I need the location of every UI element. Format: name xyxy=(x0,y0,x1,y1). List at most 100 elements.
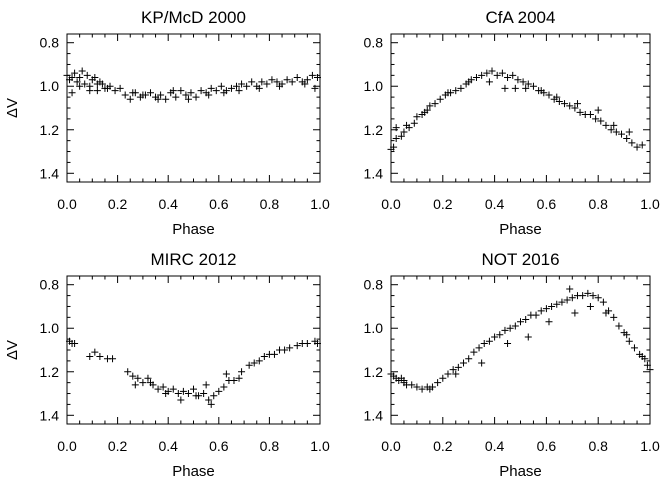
data-point xyxy=(400,376,408,384)
data-point xyxy=(86,353,94,361)
data-point xyxy=(392,124,400,132)
data-point xyxy=(553,93,561,101)
x-tick-label: 0.8 xyxy=(260,196,280,212)
data-point xyxy=(478,71,486,79)
data-point xyxy=(413,383,421,391)
data-point xyxy=(187,89,195,97)
data-point xyxy=(93,87,101,95)
data-point xyxy=(594,294,602,302)
x-tick-label: 1.0 xyxy=(640,196,660,212)
data-point xyxy=(418,385,426,393)
data-point xyxy=(475,344,483,352)
data-point xyxy=(586,302,594,310)
y-tick-label: 1.2 xyxy=(364,122,384,138)
y-tick-label: 1.0 xyxy=(364,320,384,336)
data-point xyxy=(301,80,309,88)
data-point xyxy=(200,390,208,398)
data-point xyxy=(76,82,84,90)
data-point xyxy=(506,324,514,332)
data-point xyxy=(286,344,294,352)
data-point xyxy=(625,337,633,345)
x-tick-label: 1.0 xyxy=(310,438,330,454)
chart-title: CfA 2004 xyxy=(486,8,556,27)
x-tick-label: 0.4 xyxy=(485,438,505,454)
data-point xyxy=(162,95,170,103)
data-point xyxy=(303,76,311,84)
data-point xyxy=(293,342,301,350)
chart-title: KP/McD 2000 xyxy=(141,8,246,27)
data-point xyxy=(545,91,553,99)
data-point xyxy=(86,87,94,95)
data-point xyxy=(397,132,405,140)
data-point xyxy=(566,285,574,293)
data-point xyxy=(154,95,162,103)
data-point xyxy=(139,379,147,387)
data-point xyxy=(190,385,197,393)
data-point xyxy=(625,128,633,136)
data-point xyxy=(255,84,263,92)
x-tick-label: 0.8 xyxy=(588,438,608,454)
x-tick-label: 1.0 xyxy=(310,196,330,212)
data-point xyxy=(612,128,620,136)
x-tick-label: 0.0 xyxy=(381,438,401,454)
data-point xyxy=(493,71,501,79)
data-point xyxy=(615,322,623,330)
data-point xyxy=(519,78,527,86)
data-point xyxy=(511,322,519,330)
x-tick-label: 0.0 xyxy=(381,196,401,212)
data-point xyxy=(579,292,587,300)
data-point xyxy=(408,381,416,389)
chart-panel: MIRC 2012 0.0 0.2 0.4 0.6 0.8 1.0 0.8 1.0 1.2 1.4 P… xyxy=(4,250,330,480)
data-point xyxy=(255,357,263,365)
data-point xyxy=(250,359,258,367)
x-axis-label: Phase xyxy=(499,463,542,480)
data-point xyxy=(439,374,447,382)
chart-panel: CfA 2004 0.0 0.2 0.4 0.6 0.8 1.0 0.8 1.0 1.2 1.4 Ph… xyxy=(364,8,660,238)
data-point xyxy=(571,309,579,317)
data-point xyxy=(400,128,408,136)
x-tick-label: 0.0 xyxy=(57,196,77,212)
data-point xyxy=(78,67,86,75)
data-point xyxy=(210,392,218,400)
data-point xyxy=(501,326,509,334)
data-point xyxy=(273,78,281,86)
data-point xyxy=(491,333,499,341)
chart-title: NOT 2016 xyxy=(481,250,559,269)
data-point xyxy=(602,121,610,129)
data-point xyxy=(220,383,228,391)
data-point xyxy=(268,76,276,84)
plot-frame xyxy=(66,33,321,183)
data-point xyxy=(154,385,162,393)
y-tick-label: 1.4 xyxy=(364,407,384,423)
data-point xyxy=(157,91,165,99)
data-point xyxy=(134,374,142,382)
data-point xyxy=(607,126,615,134)
data-point xyxy=(260,353,268,361)
data-point xyxy=(220,89,228,97)
data-point xyxy=(212,87,220,95)
data-point xyxy=(177,396,185,404)
data-series xyxy=(387,67,646,153)
chart-panel: KP/McD 2000 0.0 0.2 0.4 0.6 0.8 1.0 0.8 1.0 1.2 1.… xyxy=(4,8,330,238)
y-tick-label: 1.4 xyxy=(40,165,60,181)
data-point xyxy=(545,318,553,326)
data-point xyxy=(169,87,177,95)
data-point xyxy=(465,78,473,86)
data-point xyxy=(248,78,256,86)
x-tick-label: 0.2 xyxy=(108,438,128,454)
y-tick-label: 1.2 xyxy=(40,364,60,380)
data-point xyxy=(63,71,71,79)
data-point xyxy=(618,130,626,138)
data-point xyxy=(177,87,185,95)
data-point xyxy=(436,95,444,103)
data-point xyxy=(514,76,522,84)
data-point xyxy=(71,339,79,347)
data-point xyxy=(169,385,177,393)
data-point xyxy=(91,348,99,356)
y-tick-label: 0.8 xyxy=(364,277,384,293)
data-point xyxy=(126,95,134,103)
data-point xyxy=(568,294,576,302)
data-point xyxy=(68,89,76,97)
data-point xyxy=(504,339,512,347)
